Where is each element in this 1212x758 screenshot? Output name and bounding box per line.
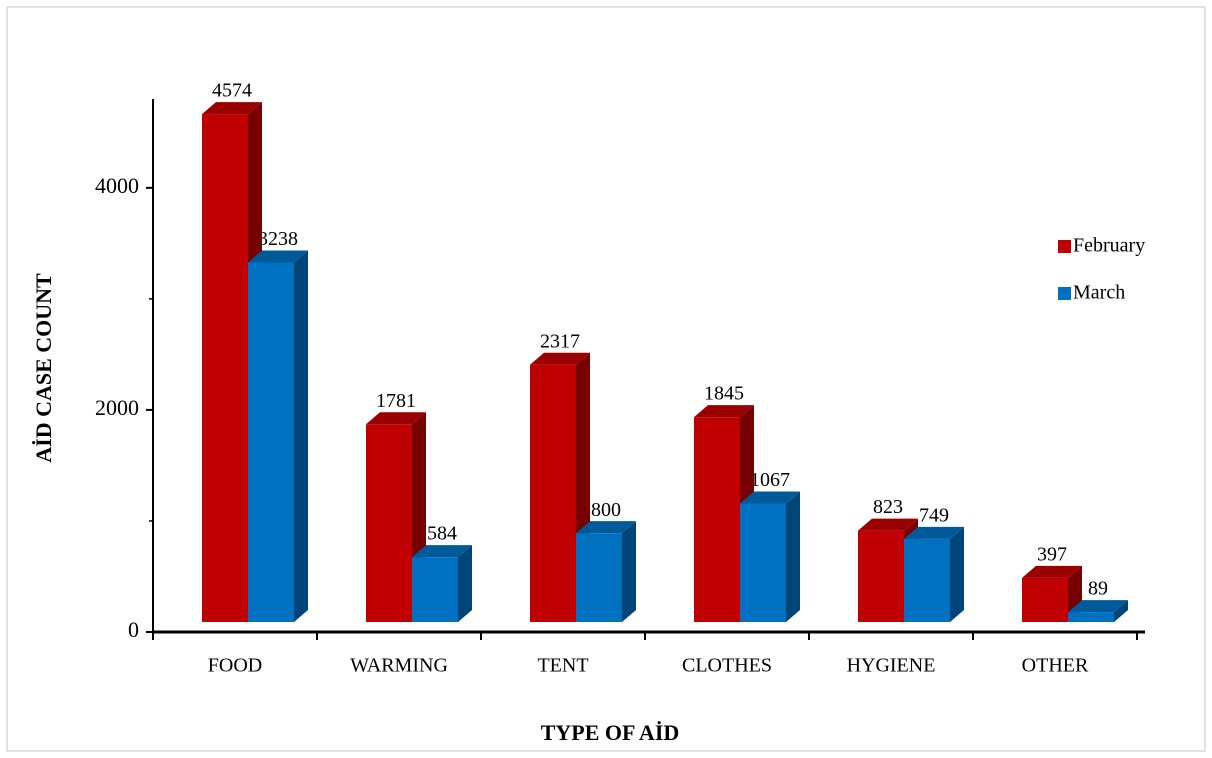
bar [740, 503, 786, 622]
legend-swatch [1058, 287, 1071, 300]
bar-top [1022, 565, 1082, 578]
x-tick-label: FOOD [208, 655, 262, 677]
bar-top [248, 250, 308, 263]
bar-side [950, 526, 964, 622]
legend-label: March [1073, 282, 1125, 304]
bar [1022, 577, 1068, 622]
bar-top [694, 405, 754, 418]
value-label: 800 [591, 499, 621, 521]
x-tick-label: OTHER [1022, 655, 1089, 677]
value-label: 584 [427, 523, 457, 545]
bar-top [740, 491, 800, 504]
value-label: 3238 [258, 228, 298, 250]
legend-swatch [1058, 240, 1071, 253]
value-label: 749 [919, 504, 949, 526]
bar-side [1114, 600, 1128, 622]
value-label: 397 [1037, 544, 1067, 566]
legend-label: February [1073, 235, 1145, 257]
x-axis-title: TYPE OF AİD [541, 720, 680, 745]
bar-top [1068, 600, 1128, 613]
y-tick-label: 4000 [95, 173, 139, 198]
bar [694, 417, 740, 622]
x-tick-label: HYGIENE [847, 655, 936, 677]
bar-top [412, 545, 472, 558]
bar [366, 424, 412, 622]
frame [6, 6, 1206, 752]
bar [248, 262, 294, 622]
bar-top [858, 518, 918, 531]
y-tick-label: 0 [128, 617, 139, 642]
bar-top [904, 526, 964, 539]
bar [904, 538, 950, 622]
bar [858, 530, 904, 622]
bar-side [458, 545, 472, 622]
bar [576, 533, 622, 622]
y-axis-title: AİD CASE COUNT [31, 273, 56, 463]
bar-side [622, 521, 636, 622]
x-tick-label: WARMING [350, 655, 448, 677]
bar-top [366, 412, 426, 425]
bar-side [294, 250, 308, 622]
bar-top [202, 102, 262, 115]
bar [412, 557, 458, 622]
bar-side [786, 491, 800, 622]
value-label: 1845 [704, 383, 744, 405]
bar [530, 364, 576, 622]
x-tick-label: TENT [537, 655, 588, 677]
bar [1068, 612, 1114, 622]
bar-top [576, 521, 636, 534]
bar [202, 114, 248, 623]
bar-top [530, 352, 590, 365]
value-label: 823 [873, 496, 903, 518]
y-tick-label: 2000 [95, 395, 139, 420]
value-label: 4574 [212, 80, 252, 102]
value-label: 1067 [750, 469, 790, 491]
value-label: 1781 [376, 390, 416, 412]
x-tick-label: CLOTHES [682, 655, 772, 677]
value-label: 2317 [540, 330, 580, 352]
value-label: 89 [1088, 578, 1108, 600]
